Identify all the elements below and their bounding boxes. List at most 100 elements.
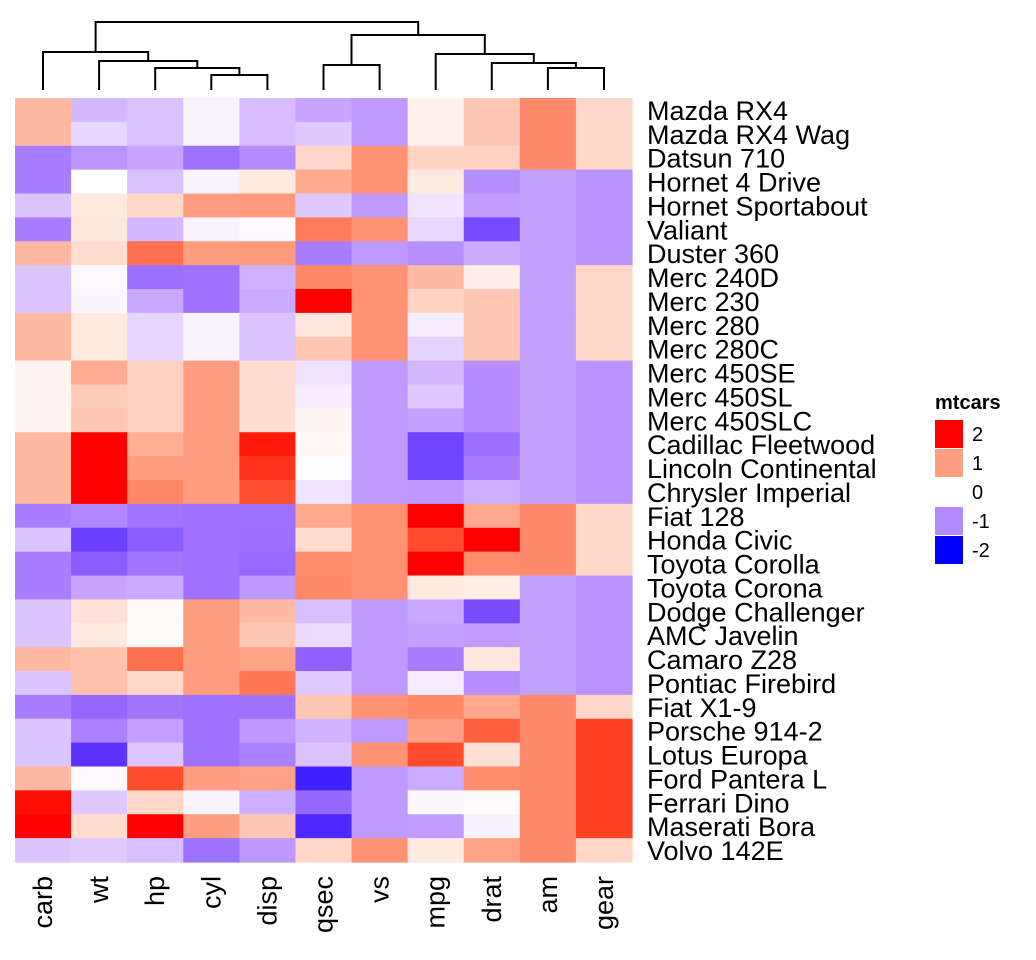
row-label: Lincoln Continental (647, 454, 877, 484)
row-label: Hornet 4 Drive (647, 168, 821, 198)
heatmap-cell (575, 98, 633, 123)
heatmap-cell (351, 360, 409, 386)
heatmap-cell (463, 169, 521, 195)
row-label: Camaro Z28 (647, 645, 797, 675)
heatmap-cell (239, 121, 297, 147)
heatmap-cell (71, 694, 128, 720)
dendrogram-branch (42, 51, 150, 90)
heatmap-cell (407, 480, 465, 505)
heatmap-cell (463, 217, 521, 242)
heatmap-cell (463, 336, 521, 362)
heatmap-cell (519, 647, 577, 672)
legend-label: -1 (972, 511, 990, 533)
heatmap-cell (295, 289, 353, 314)
heatmap-cell (519, 456, 577, 481)
heatmap-cell (71, 360, 128, 386)
heatmap-cell (463, 599, 521, 624)
heatmap-cell (127, 671, 184, 696)
heatmap-cell (183, 241, 240, 266)
heatmap-cell (575, 312, 633, 338)
heatmap-cell (407, 694, 465, 720)
heatmap-cell (183, 766, 240, 791)
heatmap-cell (183, 145, 240, 171)
heatmap-cell (295, 790, 353, 815)
heatmap-cell (519, 527, 577, 553)
heatmap-cell (15, 575, 72, 600)
heatmap-cell (295, 145, 353, 171)
heatmap-cell (239, 742, 297, 768)
row-label: Cadillac Fleetwood (647, 430, 875, 460)
heatmap-cell (239, 193, 297, 218)
heatmap-cell (71, 145, 128, 171)
heatmap-cell (71, 503, 128, 529)
row-label: Merc 450SLC (647, 406, 812, 436)
heatmap-cell (183, 694, 240, 720)
heatmap-cell (15, 265, 72, 290)
heatmap-cell (295, 265, 353, 290)
heatmap-cell (295, 121, 353, 147)
heatmap-cell (519, 145, 577, 171)
heatmap-cell (295, 814, 353, 839)
heatmap-cell (575, 384, 633, 409)
heatmap-cell (407, 551, 465, 577)
heatmap-cell (519, 838, 577, 863)
heatmap-cell (519, 217, 577, 242)
heatmap-cell (183, 456, 240, 481)
row-label: Mazda RX4 Wag (647, 120, 850, 150)
heatmap-cell (127, 312, 184, 338)
heatmap-cell (575, 575, 633, 600)
heatmap-cell (239, 336, 297, 362)
heatmap-cell (183, 289, 240, 314)
heatmap-cell (183, 623, 240, 648)
heatmap-cell (463, 241, 521, 266)
heatmap-cell (295, 480, 353, 505)
row-label: Merc 230 (647, 287, 760, 317)
column-dendrogram (42, 21, 605, 90)
row-label: Fiat X1-9 (647, 693, 757, 723)
heatmap-cell (407, 241, 465, 266)
heatmap-cell (71, 193, 128, 218)
heatmap-cell (183, 360, 240, 386)
heatmap-cell (407, 336, 465, 362)
heatmap-cell (15, 336, 72, 362)
heatmap-cell (239, 480, 297, 505)
heatmap-cell (71, 289, 128, 314)
legend: mtcars 2 1 0 -1 -2 (935, 392, 1001, 564)
heatmap-cell (519, 503, 577, 529)
heatmap-cell (575, 790, 633, 815)
heatmap-cell (15, 408, 72, 433)
heatmap-cell (463, 575, 521, 600)
heatmap-cell (71, 98, 128, 123)
heatmap-cell (15, 599, 72, 624)
heatmap-cell (295, 694, 353, 720)
heatmap-cell (183, 575, 240, 600)
row-label: Valiant (647, 215, 728, 245)
row-label: Datsun 710 (647, 144, 785, 174)
heatmap-cell (127, 503, 184, 529)
legend-label: 0 (972, 482, 983, 504)
heatmap-cell (519, 169, 577, 195)
heatmap-cell (351, 408, 409, 433)
heatmap-cell (519, 98, 577, 123)
heatmap-cell (351, 599, 409, 624)
heatmap-cell (15, 456, 72, 481)
heatmap-cell (463, 456, 521, 481)
heatmap-cell (351, 671, 409, 696)
heatmap-cell (575, 742, 633, 768)
legend-label: 2 (972, 424, 983, 446)
heatmap-cell (463, 98, 521, 123)
heatmap-cell (351, 217, 409, 242)
heatmap-cell (575, 503, 633, 529)
heatmap-cell (127, 145, 184, 171)
heatmap-cell (351, 718, 409, 744)
row-label: AMC Javelin (647, 621, 799, 651)
heatmap-cell (295, 193, 353, 218)
dendrogram-branch (98, 60, 199, 90)
heatmap-cell (71, 432, 128, 457)
heatmap-cell (575, 265, 633, 290)
heatmap-cell (127, 551, 184, 577)
heatmap-cell (351, 265, 409, 290)
heatmap-cell (351, 312, 409, 338)
